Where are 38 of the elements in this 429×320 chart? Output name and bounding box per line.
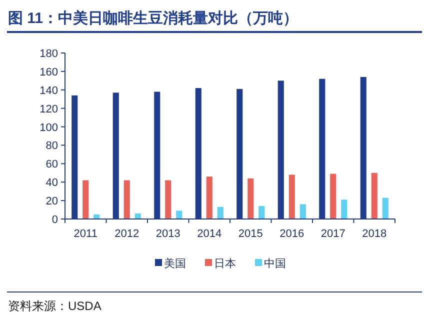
- bar: [300, 204, 306, 219]
- x-tick-label: 2017: [320, 228, 346, 240]
- bar: [341, 200, 348, 219]
- y-tick-label: 100: [40, 122, 58, 134]
- bar: [288, 174, 295, 219]
- bar: [82, 180, 89, 219]
- bar: [258, 206, 265, 219]
- x-tick-label: 2018: [362, 228, 387, 240]
- y-tick-label: 60: [46, 158, 58, 171]
- y-tick-label: 160: [40, 66, 58, 78]
- x-tick-label: 2011: [74, 228, 98, 240]
- x-tick-label: 2015: [238, 228, 263, 240]
- legend-label: 日本: [214, 257, 236, 270]
- y-tick-label: 180: [40, 48, 58, 60]
- bar: [217, 207, 224, 219]
- bar: [134, 213, 141, 219]
- y-tick-label: 0: [52, 214, 58, 226]
- bar: [330, 174, 336, 219]
- bar: [206, 176, 212, 219]
- text: 资料来源：USDA: [8, 299, 102, 313]
- y-tick-label: 80: [46, 140, 58, 152]
- y-tick-label: 40: [46, 177, 58, 190]
- legend-label: 美国: [164, 257, 186, 270]
- bar: [176, 210, 182, 219]
- legend-label: 中国: [264, 257, 286, 270]
- x-tick-label: 2012: [114, 228, 140, 240]
- y-tick-label: 20: [46, 196, 58, 208]
- x-tick-label: 2016: [280, 228, 304, 240]
- bar: [248, 178, 254, 219]
- y-tick-label: 120: [40, 103, 58, 116]
- x-tick-label: 2013: [156, 228, 180, 240]
- x-tick-label: 2014: [197, 228, 222, 240]
- chart-title: 图 11：中美日咖啡生豆消耗量对比（万吨）: [8, 9, 298, 27]
- bar: [371, 172, 378, 219]
- bar: [165, 180, 172, 219]
- bar: [382, 198, 388, 219]
- y-tick-label: 140: [40, 84, 58, 97]
- bar: [124, 180, 130, 219]
